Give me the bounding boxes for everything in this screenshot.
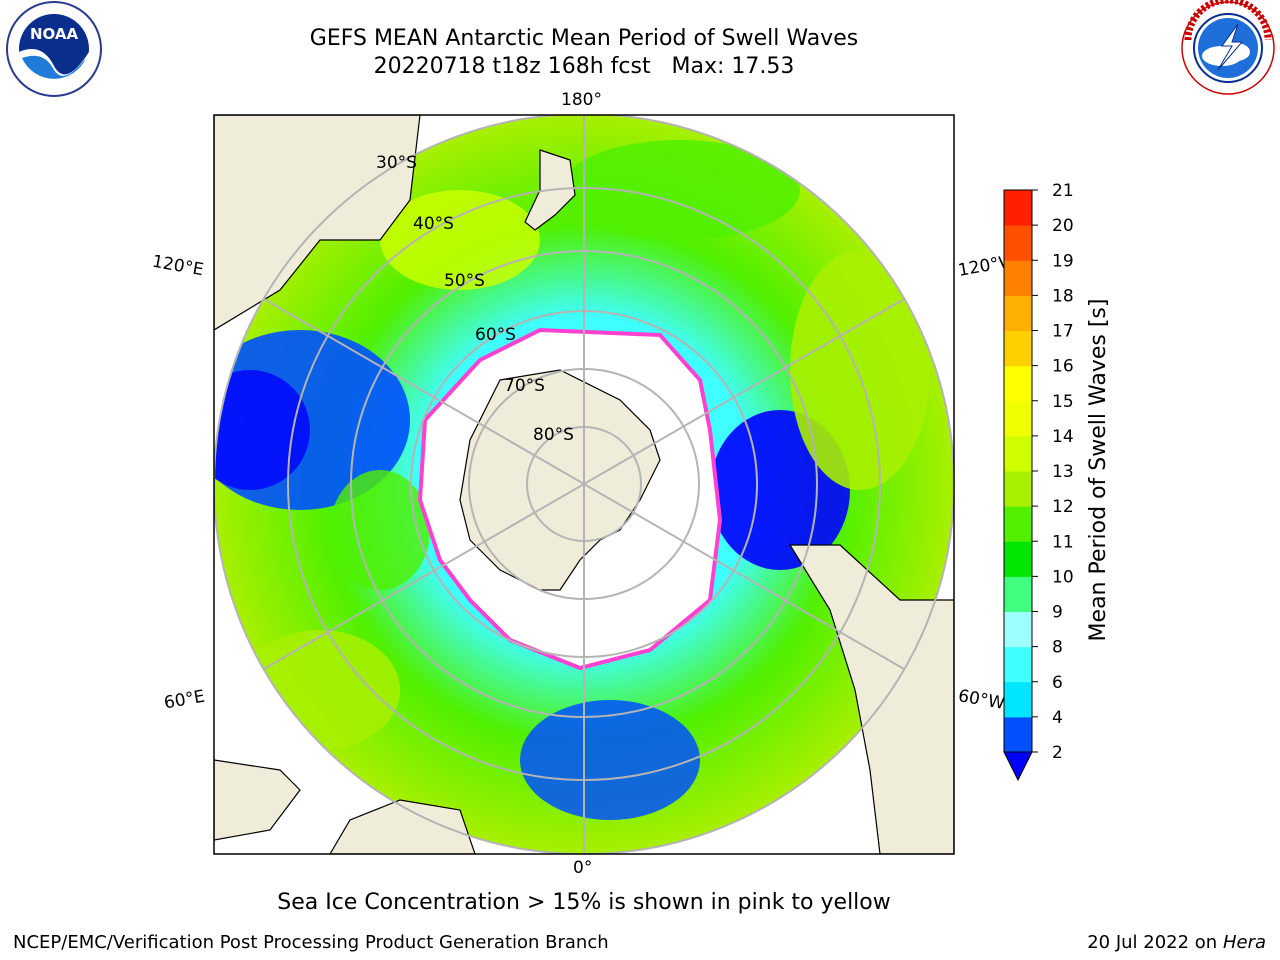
map-frame [213,114,955,855]
colorbar-tick-label: 6 [1052,673,1063,693]
colorbar-segment [1004,330,1032,367]
colorbar-segment [1004,435,1032,472]
colorbar-tick-label: 14 [1052,427,1074,447]
colorbar-segment [1004,260,1032,296]
colorbar-tick-label: 11 [1052,532,1074,552]
colorbar-tick-label: 8 [1052,638,1063,658]
colorbar-tick-label: 20 [1052,216,1074,236]
colorbar-segment [1004,365,1032,402]
madagascar-land [214,759,301,841]
south-america-land [788,544,954,854]
footer-date: 20 Jul 2022 on Hera [1087,932,1266,953]
sea-ice-caption: Sea Ice Concentration > 15% is shown in … [277,890,891,915]
colorbar-segment [1004,506,1032,542]
colorbar-tick-label: 21 [1052,181,1074,201]
colorbar-tick-label: 9 [1052,603,1063,623]
colorbar-label: Mean Period of Swell Waves [s] [1086,299,1111,642]
colorbar-tick-label: 12 [1052,497,1074,517]
colorbar-segment [1004,576,1032,612]
lat-label-70s: 70°S [504,376,545,396]
colorbar-tick-label: 16 [1052,357,1074,377]
colorbar-tick-label: 17 [1052,322,1074,342]
colorbar-tick-label: 13 [1052,462,1074,482]
australia-land [214,115,421,331]
noaa-logo-icon: NOAA [6,1,102,97]
colorbar-segment [1004,646,1032,683]
chart-title: GEFS MEAN Antarctic Mean Period of Swell… [309,26,859,51]
colorbar-extend-arrow [1003,751,1033,782]
lat-label-30s: 30°S [376,153,417,173]
high-period-region-north [380,190,540,290]
lat-label-60s: 60°S [475,325,516,345]
colorbar-segment [1004,681,1032,718]
mid-period-region-west [330,470,430,590]
low-period-region-south [520,700,700,820]
colorbar-segment [1004,225,1032,261]
colorbar-tick-label: 2 [1052,743,1063,763]
mid-period-region-north [560,140,800,240]
colorbar-segment [1004,541,1032,577]
high-period-region-northeast [790,250,930,490]
africa-land [329,799,476,854]
colorbar-segment [1004,611,1032,648]
noaa-logo-text: NOAA [30,25,79,43]
lat-label-80s: 80°S [533,425,574,445]
graticule [214,115,954,854]
colorbar-segment [1004,295,1032,331]
colorbar-segment [1004,400,1032,437]
colorbar-tick-label: 4 [1052,708,1063,728]
footer-date-text: 20 Jul 2022 on [1087,932,1223,953]
footer-credit: NCEP/EMC/Verification Post Processing Pr… [13,932,609,953]
colorbar-tick-label: 15 [1052,392,1074,412]
nws-logo-icon [1181,0,1275,95]
lat-label-40s: 40°S [413,214,454,234]
colorbar-segment [1004,190,1032,226]
colorbar-tick-label: 18 [1052,286,1074,306]
colorbar-segment [1004,716,1032,753]
footer-machine: Hera [1222,932,1266,953]
lon-label-0: 0° [573,858,593,878]
chart-subtitle: 20220718 t18z 168h fcst Max: 17.53 [373,54,795,79]
lon-label-180: 180° [561,90,602,110]
colorbar-tick-label: 10 [1052,567,1074,587]
lat-label-50s: 50°S [444,271,485,291]
colorbar-tick-label: 19 [1052,251,1074,271]
colorbar-segment [1004,471,1032,507]
